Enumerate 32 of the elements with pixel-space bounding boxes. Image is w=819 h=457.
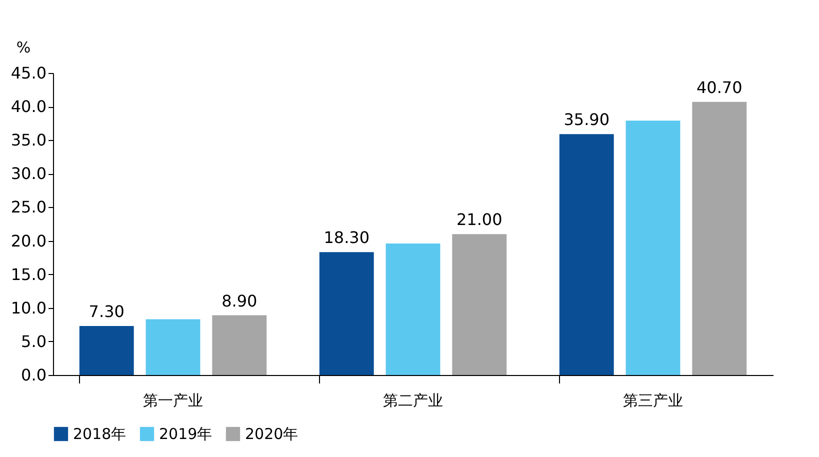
y-tick-label: 0.0 — [21, 366, 46, 384]
y-tick-label: 30.0 — [10, 164, 46, 184]
bar — [452, 234, 507, 375]
y-axis-title: % — [16, 38, 31, 56]
legend-label: 2019年 — [159, 425, 212, 443]
data-label: 8.90 — [222, 291, 258, 310]
bar — [212, 315, 267, 375]
y-tick-label: 20.0 — [10, 231, 46, 250]
data-label: 35.90 — [564, 110, 610, 130]
bar — [319, 252, 374, 375]
y-tick-label: 40.0 — [10, 97, 46, 116]
bar — [692, 102, 747, 375]
legend-label: 2020年 — [245, 425, 298, 443]
y-tick-label: 35.0 — [10, 130, 46, 150]
bar — [146, 319, 200, 375]
y-tick-label: 5.0 — [21, 332, 46, 351]
x-tick-label: 第二产业 — [383, 392, 443, 410]
x-tick-label: 第一产业 — [143, 392, 203, 410]
y-tick-label: 45.0 — [10, 64, 46, 82]
x-tick-label: 第三产业 — [623, 392, 683, 410]
bar — [79, 326, 134, 375]
y-tick-label: 15.0 — [10, 264, 46, 284]
y-tick-label: 10.0 — [10, 298, 46, 318]
bar — [559, 134, 614, 375]
legend-label: 2018年 — [73, 425, 126, 443]
bar — [626, 120, 680, 375]
data-label: 7.30 — [88, 302, 124, 322]
bar — [386, 243, 440, 375]
data-label: 21.00 — [456, 210, 502, 230]
data-label: 18.30 — [324, 228, 370, 248]
y-tick-label: 25.0 — [10, 198, 46, 217]
data-label: 40.70 — [696, 78, 742, 97]
